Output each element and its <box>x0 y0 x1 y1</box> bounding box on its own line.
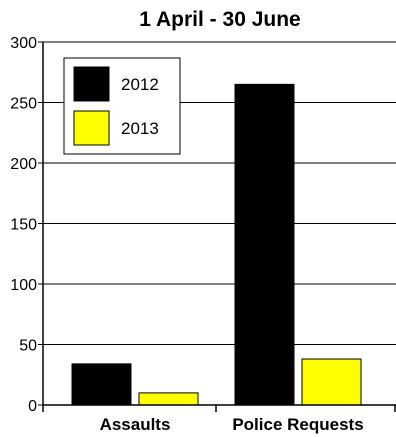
y-tick-label: 200 <box>10 156 37 173</box>
y-tick-label: 250 <box>10 96 37 113</box>
legend-label-2012: 2012 <box>121 75 159 94</box>
y-tick-label: 100 <box>10 277 37 294</box>
bar-2012-police-requests <box>234 83 295 406</box>
x-category-label: Police Requests <box>232 415 363 434</box>
y-tick-label: 50 <box>19 338 37 355</box>
y-tick-labels: 0 50 100 150 200 250 300 <box>10 35 37 415</box>
legend-swatch-2012 <box>73 66 110 102</box>
bar-2013-assaults <box>138 392 199 406</box>
legend: 2012 2013 <box>63 57 181 155</box>
bar-2012-assaults <box>71 363 132 406</box>
chart-title: 1 April - 30 June <box>139 8 300 31</box>
legend-label-2013: 2013 <box>121 119 159 138</box>
y-tick-label: 0 <box>28 398 37 415</box>
y-tick-label: 150 <box>10 217 37 234</box>
bar-2013-police-requests <box>301 358 362 406</box>
axes <box>38 41 396 412</box>
y-tick-label: 300 <box>10 35 37 52</box>
category-labels: Assaults Police Requests <box>100 415 364 434</box>
x-category-label: Assaults <box>100 415 171 434</box>
legend-swatch-2013 <box>73 110 110 146</box>
